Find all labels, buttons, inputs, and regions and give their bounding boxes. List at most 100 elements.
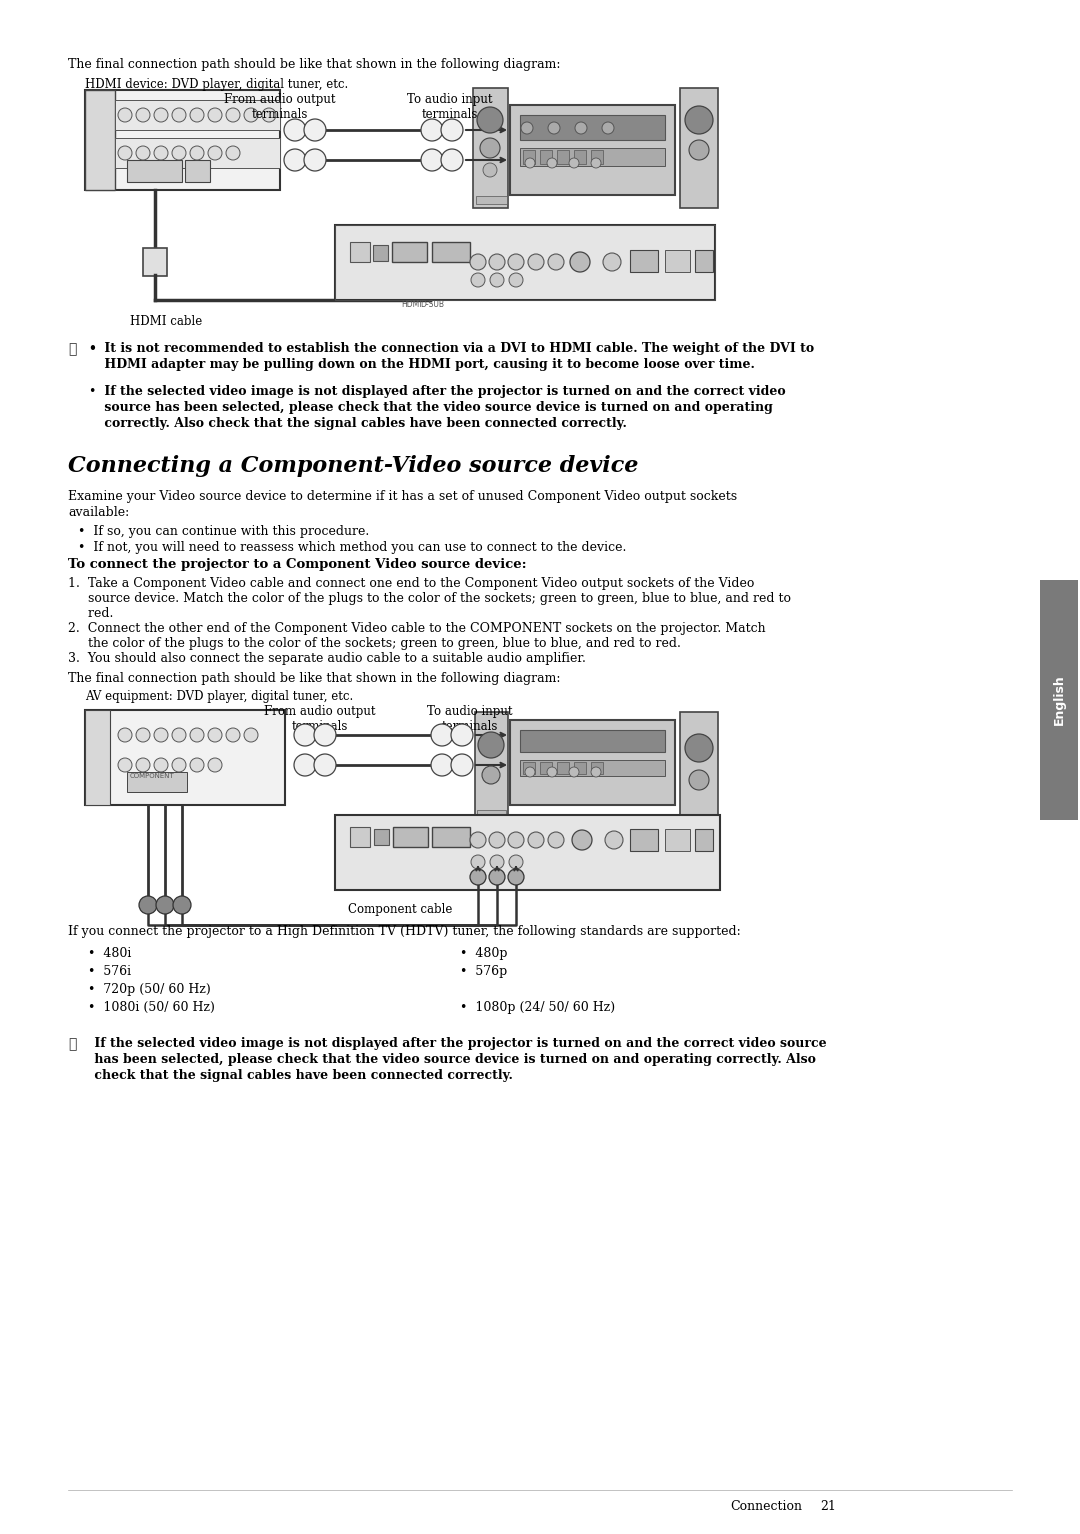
Circle shape [605, 831, 623, 848]
Circle shape [546, 767, 557, 778]
Circle shape [689, 770, 708, 790]
Bar [432, 827, 470, 847]
Circle shape [471, 854, 485, 868]
Circle shape [172, 729, 186, 742]
Bar [185, 160, 210, 183]
Text: 2.  Connect the other end of the Component Video cable to the COMPONENT sockets : 2. Connect the other end of the Componen… [68, 621, 766, 635]
Circle shape [489, 831, 505, 848]
Circle shape [421, 120, 443, 141]
Bar [432, 242, 470, 262]
Bar [680, 712, 718, 822]
Bar [523, 762, 535, 775]
Text: Connection: Connection [730, 1500, 802, 1513]
Circle shape [470, 255, 486, 270]
Bar [127, 772, 187, 792]
Text: •  480p: • 480p [460, 946, 508, 960]
Circle shape [190, 146, 204, 160]
Circle shape [569, 767, 579, 778]
Bar [519, 759, 665, 776]
Text: •: • [87, 385, 95, 397]
Text: 1.  Take a Component Video cable and connect one end to the Component Video outp: 1. Take a Component Video cable and conn… [68, 577, 754, 591]
Circle shape [489, 868, 505, 885]
Circle shape [190, 107, 204, 123]
Circle shape [508, 255, 524, 270]
Text: 3.  You should also connect the separate audio cable to a suitable audio amplifi: 3. You should also connect the separate … [68, 652, 585, 666]
Circle shape [314, 755, 336, 776]
Circle shape [208, 729, 222, 742]
Text: It is not recommended to establish the connection via a DVI to HDMI cable. The w: It is not recommended to establish the c… [100, 342, 814, 354]
Circle shape [284, 120, 306, 141]
Circle shape [118, 758, 132, 772]
Bar [591, 762, 603, 775]
Circle shape [477, 107, 503, 133]
Circle shape [226, 729, 240, 742]
Circle shape [525, 767, 535, 778]
Circle shape [154, 758, 168, 772]
Circle shape [572, 830, 592, 850]
Circle shape [685, 106, 713, 133]
Text: If you connect the projector to a High Definition TV (HDTV) tuner, the following: If you connect the projector to a High D… [68, 925, 741, 937]
Circle shape [569, 158, 579, 169]
Bar [630, 828, 658, 851]
Circle shape [509, 273, 523, 287]
Bar [392, 242, 427, 262]
Circle shape [190, 729, 204, 742]
Bar [540, 762, 552, 775]
Text: Component cable: Component cable [348, 904, 453, 916]
Circle shape [521, 123, 534, 133]
Circle shape [483, 163, 497, 176]
Circle shape [303, 120, 326, 141]
Bar [85, 91, 280, 190]
Bar [573, 150, 586, 164]
Text: The final connection path should be like that shown in the following diagram:: The final connection path should be like… [68, 58, 561, 71]
Text: From audio output
terminals: From audio output terminals [265, 706, 376, 733]
Circle shape [139, 896, 157, 914]
Circle shape [118, 107, 132, 123]
Bar [510, 719, 675, 805]
Bar [540, 150, 552, 164]
Text: ⎓: ⎓ [68, 1037, 77, 1051]
Circle shape [490, 854, 504, 868]
Text: HDMI device: DVD player, digital tuner, etc.: HDMI device: DVD player, digital tuner, … [85, 78, 348, 91]
Text: To audio input
terminals: To audio input terminals [428, 706, 513, 733]
Text: English: English [1053, 675, 1066, 726]
Bar [476, 196, 507, 204]
Bar [114, 138, 280, 169]
Circle shape [602, 123, 615, 133]
Circle shape [244, 107, 258, 123]
Circle shape [478, 732, 504, 758]
Bar [335, 225, 715, 301]
Bar [127, 160, 183, 183]
Text: •  720p (50/ 60 Hz): • 720p (50/ 60 Hz) [87, 983, 211, 996]
Circle shape [154, 729, 168, 742]
Circle shape [689, 140, 708, 160]
Bar [85, 91, 114, 190]
Circle shape [208, 146, 222, 160]
Bar [477, 810, 507, 818]
Bar [630, 250, 658, 272]
Circle shape [528, 255, 544, 270]
Bar [473, 87, 508, 209]
Circle shape [471, 273, 485, 287]
Text: From audio output
terminals: From audio output terminals [225, 94, 336, 121]
Text: •  If not, you will need to reassess which method you can use to connect to the : • If not, you will need to reassess whic… [78, 542, 626, 554]
Text: •  576p: • 576p [460, 965, 508, 979]
Circle shape [480, 138, 500, 158]
Bar [374, 828, 389, 845]
Circle shape [156, 896, 174, 914]
Circle shape [172, 107, 186, 123]
Bar [1040, 580, 1078, 821]
Text: To connect the projector to a Component Video source device:: To connect the projector to a Component … [68, 558, 527, 571]
Circle shape [208, 107, 222, 123]
Circle shape [508, 868, 524, 885]
Circle shape [685, 733, 713, 762]
Text: •: • [87, 342, 96, 354]
Bar [519, 115, 665, 140]
Text: D-SUB: D-SUB [420, 301, 444, 308]
Circle shape [441, 149, 463, 170]
Text: AV equipment: DVD player, digital tuner, etc.: AV equipment: DVD player, digital tuner,… [85, 690, 353, 703]
Text: source device. Match the color of the plugs to the color of the sockets; green t: source device. Match the color of the pl… [68, 592, 791, 604]
Bar [418, 255, 442, 281]
Bar [519, 147, 665, 166]
Circle shape [172, 146, 186, 160]
